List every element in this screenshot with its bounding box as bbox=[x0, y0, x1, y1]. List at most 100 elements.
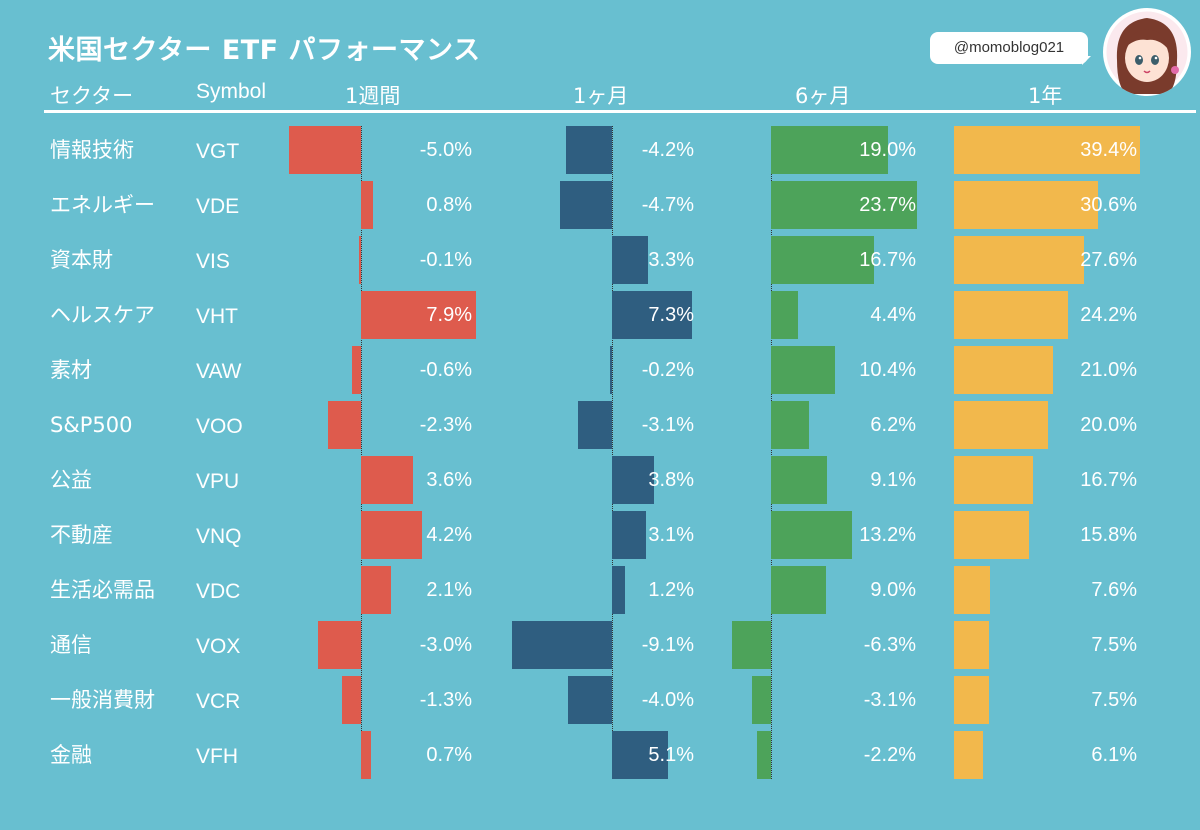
bar bbox=[954, 456, 1033, 504]
sector-label: 生活必需品 bbox=[50, 578, 155, 602]
data-label: 7.6% bbox=[1091, 579, 1137, 601]
data-label: -1.3% bbox=[419, 689, 472, 711]
symbol-label: VAW bbox=[196, 360, 242, 383]
data-label: 19.0% bbox=[859, 139, 916, 161]
data-label: 23.7% bbox=[859, 194, 916, 216]
sector-label: ヘルスケア bbox=[50, 303, 155, 327]
data-label: 9.0% bbox=[870, 579, 916, 601]
bar bbox=[568, 676, 612, 724]
sector-label: 情報技術 bbox=[50, 138, 134, 162]
bar bbox=[288, 126, 361, 174]
header-year: 1年 bbox=[1028, 84, 1063, 108]
bar bbox=[751, 676, 771, 724]
sector-label: 素材 bbox=[50, 358, 92, 382]
data-label: 16.7% bbox=[859, 249, 916, 271]
sector-label: 資本財 bbox=[50, 248, 113, 272]
bar bbox=[609, 346, 612, 394]
bar bbox=[612, 511, 647, 559]
data-label: 13.2% bbox=[859, 524, 916, 546]
data-label: -4.0% bbox=[641, 689, 694, 711]
data-label: 20.0% bbox=[1080, 414, 1137, 436]
symbol-label: VFH bbox=[196, 745, 238, 768]
bar bbox=[612, 291, 693, 339]
bar bbox=[954, 236, 1085, 284]
bar bbox=[771, 566, 827, 614]
bar bbox=[954, 676, 990, 724]
symbol-label: VOX bbox=[196, 635, 241, 658]
header-sector: セクター bbox=[50, 84, 134, 108]
data-label: -4.2% bbox=[641, 139, 694, 161]
data-label: 2.1% bbox=[426, 579, 472, 601]
data-label: 15.8% bbox=[1080, 524, 1137, 546]
symbol-label: VDE bbox=[196, 195, 240, 218]
data-label: -5.0% bbox=[419, 139, 472, 161]
sector-label: 不動産 bbox=[50, 523, 113, 547]
sector-label: S&P500 bbox=[50, 413, 133, 437]
bar bbox=[771, 401, 810, 449]
bar bbox=[361, 511, 422, 559]
sector-label: 一般消費財 bbox=[50, 688, 155, 712]
header-week: 1週間 bbox=[345, 84, 401, 108]
bar bbox=[954, 566, 990, 614]
data-label: 21.0% bbox=[1080, 359, 1137, 381]
data-label: 7.9% bbox=[426, 304, 472, 326]
bar bbox=[954, 126, 1140, 174]
bar bbox=[612, 456, 654, 504]
symbol-label: VDC bbox=[196, 580, 241, 603]
data-label: 7.3% bbox=[648, 304, 694, 326]
data-label: -2.2% bbox=[863, 744, 916, 766]
data-label: 6.1% bbox=[1091, 744, 1137, 766]
bar bbox=[317, 621, 361, 669]
data-label: 3.3% bbox=[648, 249, 694, 271]
data-label: -3.1% bbox=[863, 689, 916, 711]
bar bbox=[560, 181, 612, 229]
symbol-label: VNQ bbox=[196, 525, 242, 548]
data-label: 3.8% bbox=[648, 469, 694, 491]
data-label: -0.6% bbox=[419, 359, 472, 381]
bar bbox=[361, 181, 373, 229]
data-label: 3.1% bbox=[648, 524, 694, 546]
data-label: -6.3% bbox=[863, 634, 916, 656]
bar bbox=[342, 676, 361, 724]
bar bbox=[771, 126, 888, 174]
handle-bubble-tail bbox=[1082, 56, 1091, 65]
bar bbox=[954, 346, 1054, 394]
data-label: 1.2% bbox=[648, 579, 694, 601]
bar bbox=[954, 511, 1029, 559]
data-label: 4.4% bbox=[870, 304, 916, 326]
data-label: 27.6% bbox=[1080, 249, 1137, 271]
data-label: 30.6% bbox=[1080, 194, 1137, 216]
data-label: -0.2% bbox=[641, 359, 694, 381]
anime-girl-avatar-icon bbox=[1103, 8, 1191, 96]
symbol-label: VIS bbox=[196, 250, 230, 273]
header-symbol: Symbol bbox=[196, 80, 267, 103]
sector-label: 金融 bbox=[50, 743, 92, 767]
data-label: -3.0% bbox=[419, 634, 472, 656]
bar bbox=[612, 236, 649, 284]
bar bbox=[771, 511, 853, 559]
bar bbox=[352, 346, 361, 394]
bar bbox=[565, 126, 612, 174]
bar bbox=[757, 731, 771, 779]
sector-label: エネルギー bbox=[50, 193, 155, 217]
data-label: -2.3% bbox=[419, 414, 472, 436]
data-label: 39.4% bbox=[1080, 139, 1137, 161]
symbol-label: VHT bbox=[196, 305, 238, 328]
data-label: 4.2% bbox=[426, 524, 472, 546]
data-label: 0.8% bbox=[426, 194, 472, 216]
bar bbox=[771, 291, 799, 339]
bar bbox=[612, 566, 626, 614]
bar bbox=[771, 181, 917, 229]
data-label: 0.7% bbox=[426, 744, 472, 766]
chart-title: 米国セクター ETF パフォーマンス bbox=[48, 35, 481, 66]
data-label: 24.2% bbox=[1080, 304, 1137, 326]
bar bbox=[327, 401, 361, 449]
bar bbox=[612, 731, 669, 779]
data-label: 10.4% bbox=[859, 359, 916, 381]
bar bbox=[771, 236, 874, 284]
bar bbox=[954, 291, 1069, 339]
sector-label: 公益 bbox=[50, 468, 92, 492]
bar bbox=[954, 401, 1049, 449]
bar bbox=[771, 456, 827, 504]
bar bbox=[511, 621, 612, 669]
